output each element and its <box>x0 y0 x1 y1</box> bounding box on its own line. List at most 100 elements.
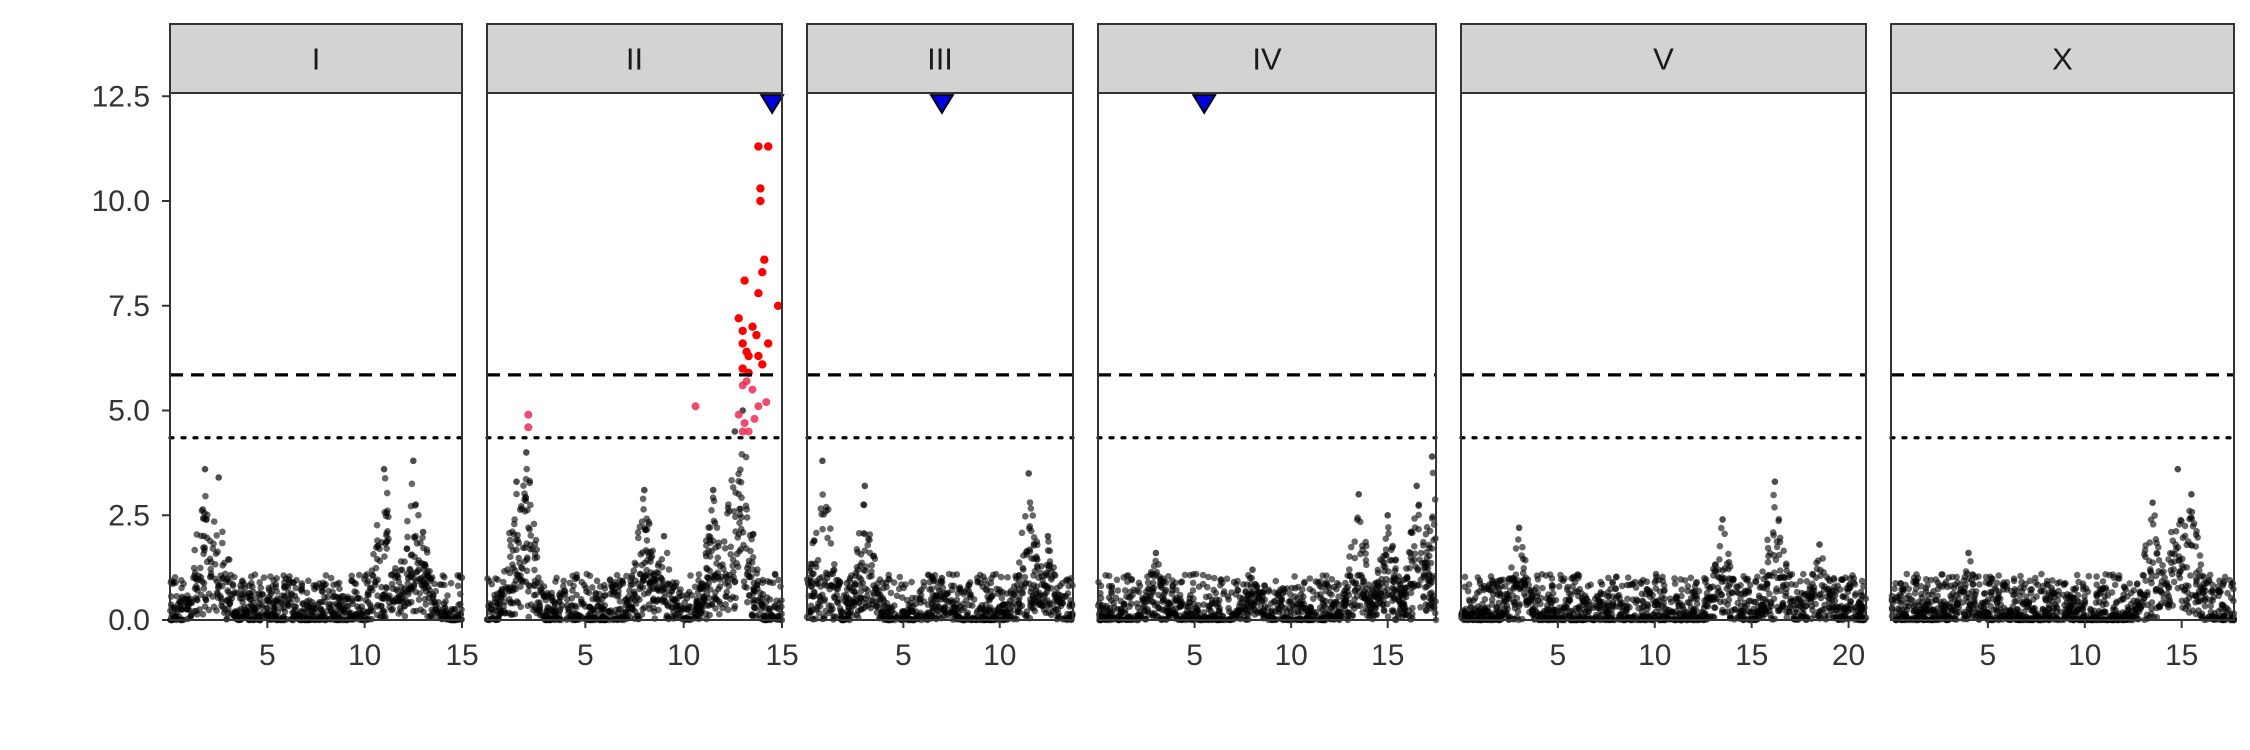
panel-background <box>1461 93 1866 620</box>
snp-point <box>592 590 599 598</box>
snp-point <box>941 590 948 597</box>
snp-point <box>1723 585 1731 592</box>
snp-point <box>1299 597 1306 604</box>
snp-point <box>421 580 429 587</box>
snp-point <box>288 590 295 597</box>
peak-point <box>1413 482 1420 490</box>
snp-point <box>1382 546 1390 553</box>
snp-point <box>207 573 215 580</box>
snp-point <box>280 572 288 579</box>
snp-point <box>1560 577 1567 585</box>
snp-point <box>821 613 828 620</box>
snp-point <box>233 609 241 616</box>
snp-point <box>1272 577 1280 585</box>
x-tick-label: 10 <box>348 639 381 672</box>
snp-point <box>993 585 1000 593</box>
snp-point <box>225 556 233 563</box>
snp-point <box>513 598 521 605</box>
snp-point <box>706 611 713 619</box>
snp-point <box>664 581 672 588</box>
snp-point <box>1345 613 1352 620</box>
snp-point <box>1479 600 1486 608</box>
snp-point <box>408 480 416 488</box>
snp-point <box>1345 591 1353 599</box>
snp-point <box>383 529 390 537</box>
snp-point <box>1294 608 1302 615</box>
snp-point <box>555 598 563 605</box>
snp-point <box>829 570 837 578</box>
snp-point <box>369 587 376 594</box>
snp-point <box>1678 592 1685 600</box>
x-tick-label: 5 <box>1186 639 1203 672</box>
snp-point <box>255 590 263 597</box>
snp-point <box>1159 596 1167 604</box>
snp-point <box>1043 571 1050 579</box>
snp-point <box>1412 563 1419 570</box>
snp-point <box>230 590 238 597</box>
snp-point <box>1356 587 1364 595</box>
snp-point <box>1322 603 1329 611</box>
snp-point <box>1194 607 1202 614</box>
significant-point <box>764 142 773 151</box>
snp-point <box>218 598 226 605</box>
snp-point <box>732 513 739 521</box>
snp-point <box>1703 602 1710 609</box>
snp-point <box>420 608 427 616</box>
snp-point <box>875 604 882 611</box>
snp-point <box>1328 576 1336 583</box>
snp-point <box>1759 568 1766 575</box>
snp-point <box>1044 547 1052 554</box>
snp-point <box>1803 578 1811 585</box>
snp-point <box>643 566 650 574</box>
snp-point <box>1362 550 1369 557</box>
snp-point <box>1422 572 1429 579</box>
snp-point <box>1379 601 1387 609</box>
snp-point <box>1392 557 1399 564</box>
snp-point <box>513 571 520 578</box>
snp-point <box>814 556 822 564</box>
snp-point <box>1127 613 1135 620</box>
snp-point <box>1400 602 1408 609</box>
snp-point <box>1342 601 1349 609</box>
snp-point <box>640 590 648 598</box>
snp-point <box>411 553 419 561</box>
snp-point <box>1716 556 1723 563</box>
snp-point <box>1374 566 1382 574</box>
y-tick-label: 12.5 <box>92 80 150 113</box>
snp-point <box>292 584 300 592</box>
snp-point <box>524 554 531 561</box>
suggestive-point <box>734 410 743 419</box>
snp-point <box>1699 609 1706 617</box>
snp-point <box>357 609 364 616</box>
snp-point <box>1388 607 1396 614</box>
snp-point <box>1234 586 1241 594</box>
snp-point <box>954 590 962 597</box>
snp-point <box>329 610 337 617</box>
snp-point <box>706 553 714 560</box>
peak-point <box>419 528 427 536</box>
snp-point <box>175 613 183 620</box>
snp-point <box>1372 593 1379 601</box>
snp-point <box>1323 580 1330 588</box>
snp-point <box>397 567 404 574</box>
snp-point <box>1819 555 1826 562</box>
snp-point <box>1036 600 1043 608</box>
snp-point <box>1635 605 1642 612</box>
snp-point <box>734 563 742 571</box>
snp-point <box>521 508 529 515</box>
snp-point <box>733 550 741 558</box>
snp-point <box>322 572 330 579</box>
snp-point <box>595 596 603 603</box>
snp-point <box>724 504 732 512</box>
snp-point <box>653 598 660 605</box>
snp-point <box>746 592 753 599</box>
snp-point <box>748 611 756 618</box>
snp-point <box>1851 592 1859 599</box>
snp-point <box>1771 504 1778 511</box>
snp-point <box>1059 592 1066 600</box>
background-points <box>1094 453 1440 624</box>
snp-point <box>248 573 255 580</box>
snp-point <box>553 574 560 582</box>
snp-point <box>1575 592 1582 600</box>
snp-point <box>824 534 831 542</box>
